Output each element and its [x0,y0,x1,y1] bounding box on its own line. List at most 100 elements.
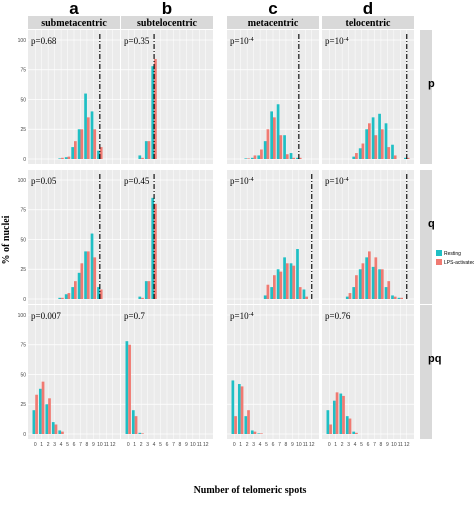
bar-resting [257,433,261,434]
x-tick-label: 0 [328,442,331,448]
x-tick-label: 6 [166,442,169,448]
x-tick-label: 1 [239,442,242,448]
bar-resting [38,388,42,434]
x-tick-label: 12 [110,442,116,448]
bar-resting [384,287,388,299]
bar-resting [263,141,267,159]
x-tick-label: 8 [179,442,182,448]
p-value-label: p=0.45 [124,176,150,186]
bar-lps-activated [292,157,296,159]
p-value-label: p=0.35 [124,36,150,46]
x-tick-label: 11 [104,442,109,448]
y-tick-label: 0 [23,157,26,163]
x-tick-label: 8 [86,442,89,448]
bar-lps-activated [99,147,103,159]
x-tick-label: 10 [190,442,196,448]
row-strip-q [420,170,432,304]
bar-lps-activated [387,147,391,159]
x-tick-label: 11 [398,442,403,448]
legend-label-Resting: Resting [444,251,461,257]
bar-lps-activated [292,265,296,299]
row-strip-label-p: p [428,78,435,90]
bar-resting [378,113,381,159]
x-tick-label: 0 [233,442,236,448]
bar-lps-activated [329,424,332,434]
column-letter-d: d [363,0,373,18]
bar-resting [97,287,100,299]
x-axis-title: Number of telomeric spots [194,485,307,496]
x-tick-label: 10 [391,442,397,448]
x-tick-label: 1 [133,442,136,448]
x-tick-label: 4 [259,442,262,448]
bar-resting [138,155,142,159]
bar-lps-activated [361,263,365,299]
y-tick-label: 0 [23,297,26,303]
column-strip-label-submetacentric: submetacentric [41,18,107,29]
bar-resting [283,135,286,159]
bar-resting [71,147,74,159]
bar-lps-activated [61,157,64,159]
y-tick-label: 100 [18,313,27,319]
p-value-label: p=0.68 [31,36,57,46]
bar-resting [352,156,356,159]
y-tick-label: 0 [23,432,26,438]
x-tick-label: 2 [246,442,249,448]
bar-lps-activated [285,263,289,299]
bar-lps-activated [41,381,45,434]
bar-lps-activated [305,296,309,299]
bar-resting [84,93,87,159]
p-value-label: p=0.76 [325,311,351,321]
bar-resting [138,432,142,434]
bar-lps-activated [134,416,138,434]
x-tick-label: 0 [127,442,130,448]
y-tick-label: 25 [20,267,26,273]
column-strip-label-subtelocentric: subtelocentric [137,18,198,29]
bar-lps-activated [368,251,371,299]
bar-lps-activated [298,287,302,299]
y-tick-label: 75 [20,343,26,349]
bar-resting [244,416,248,434]
bar-resting [352,287,356,299]
bar-resting [404,157,407,159]
y-tick-label: 75 [20,208,26,214]
bar-resting [371,117,375,159]
x-tick-label: 4 [354,442,357,448]
x-tick-label: 4 [60,442,63,448]
x-tick-label: 12 [309,442,315,448]
bar-lps-activated [247,158,250,159]
column-strip-label-telocentric: telocentric [346,18,392,29]
bar-resting [302,289,306,299]
x-tick-label: 2 [47,442,50,448]
bar-resting [352,431,356,434]
bar-resting [345,416,349,434]
x-tick-label: 3 [53,442,56,448]
bar-lps-activated [406,157,410,159]
bar-lps-activated [35,394,38,434]
bar-lps-activated [393,155,397,159]
x-tick-label: 5 [159,442,162,448]
bar-lps-activated [342,395,345,434]
bar-resting [289,153,293,159]
x-tick-label: 6 [367,442,370,448]
bar-resting [276,269,280,299]
bar-resting [151,197,155,299]
y-tick-label: 25 [20,402,26,408]
bar-lps-activated [93,257,97,299]
bar-resting [64,157,68,159]
x-tick-label: 7 [79,442,82,448]
y-tick-label: 100 [18,38,27,44]
bar-resting [45,404,49,434]
p-value-label: p=10-4 [230,311,254,321]
row-strip-label-pq: pq [428,353,441,365]
p-value-label: p=0.05 [31,176,57,186]
bar-lps-activated [387,281,391,299]
bar-resting [64,294,68,299]
y-axis-title: % of nuclei [1,215,12,264]
column-letter-b: b [162,0,172,18]
x-tick-label: 8 [285,442,288,448]
x-tick-label: 5 [265,442,268,448]
bar-lps-activated [80,263,84,299]
y-tick-label: 50 [20,237,26,243]
bar-resting [97,150,100,159]
